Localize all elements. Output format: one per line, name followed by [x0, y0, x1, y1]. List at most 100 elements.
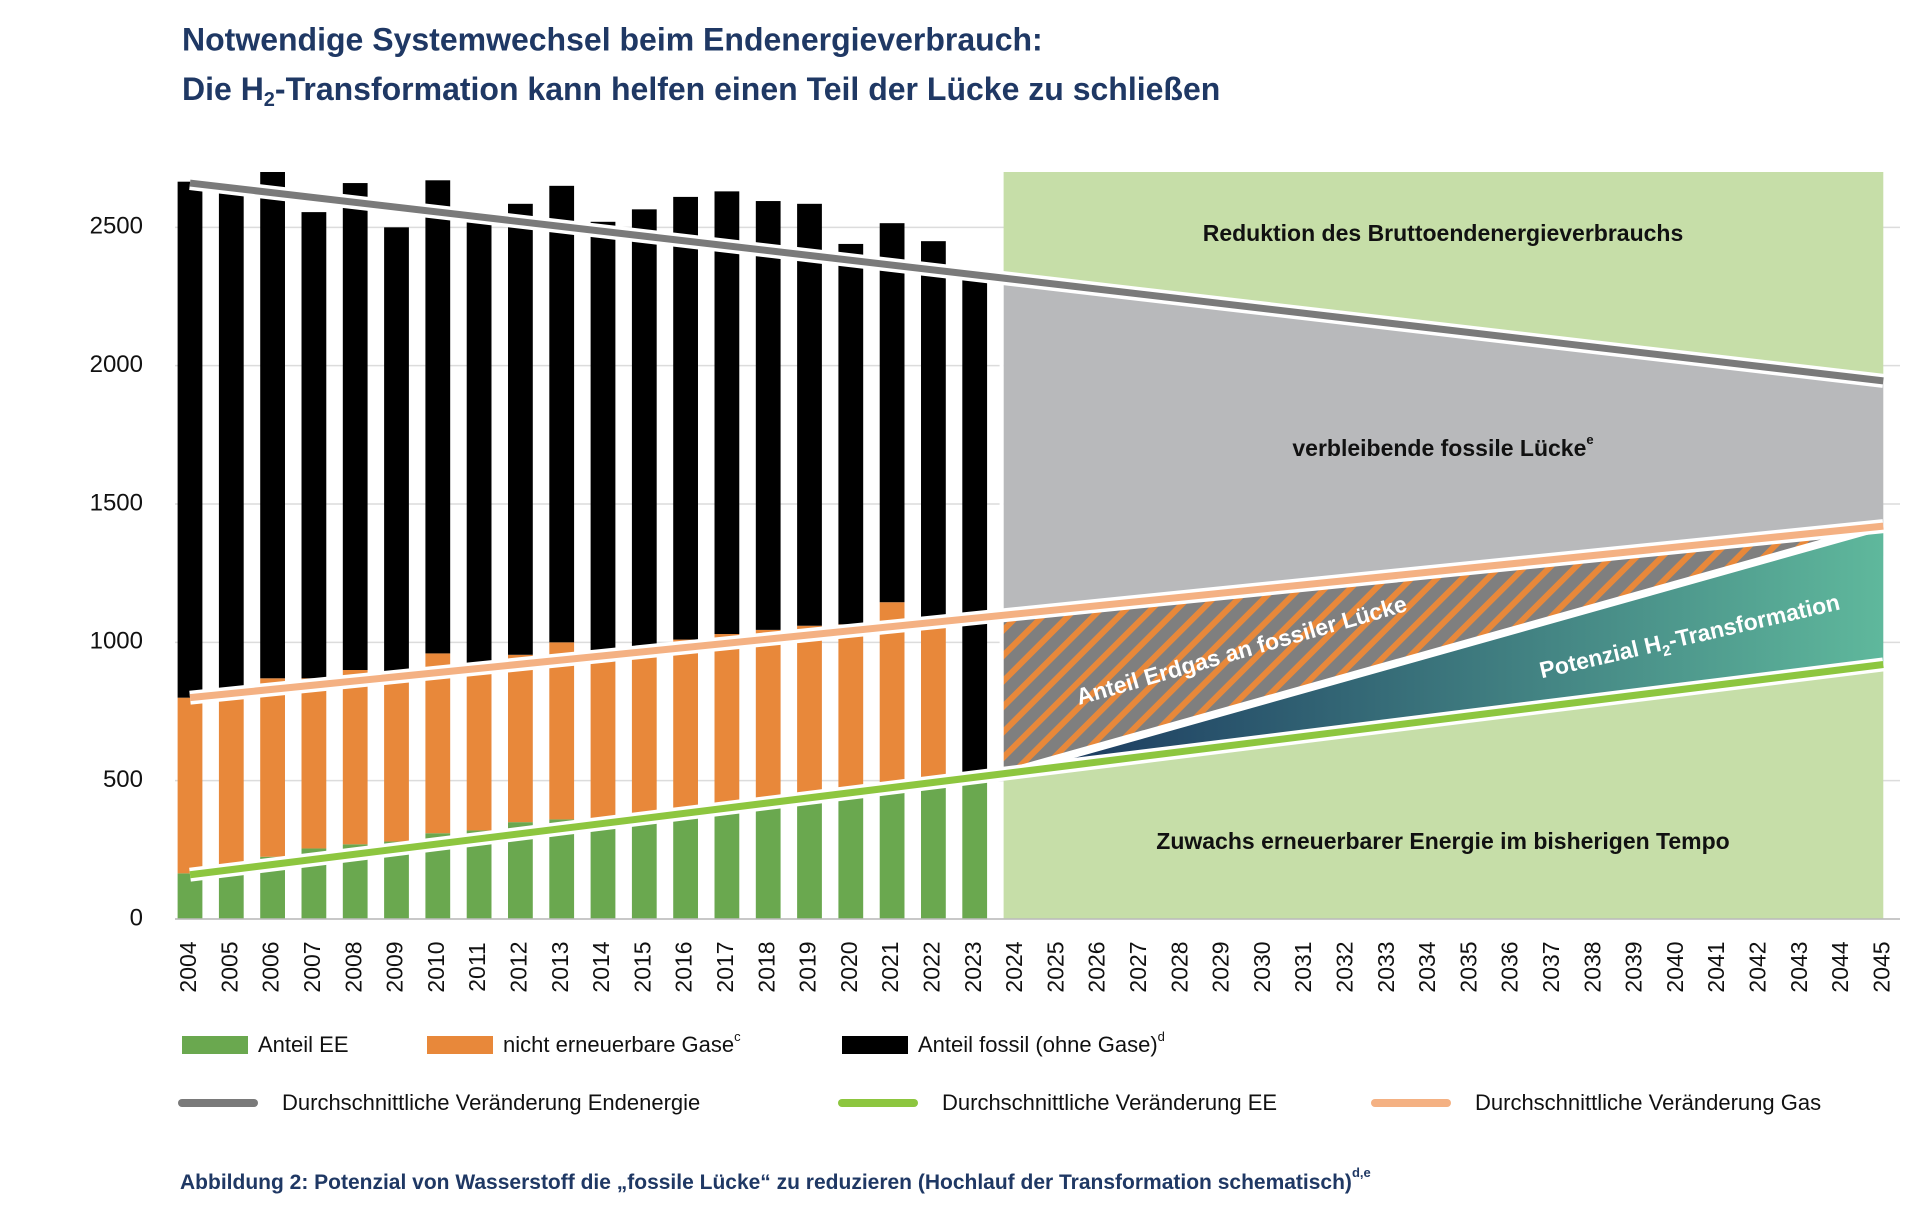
trend-line: [189, 522, 1884, 702]
x-tick-label: 2030: [1249, 941, 1275, 992]
x-tick-label: 2029: [1208, 941, 1234, 992]
legend-text: Anteil fossil (ohne Gase): [918, 1032, 1158, 1057]
bar-segment: [838, 624, 864, 792]
bar-segment: [260, 172, 285, 679]
bar-segment: [177, 181, 203, 698]
label-sup: e: [1586, 432, 1593, 447]
title-part: Die H: [182, 71, 264, 107]
bar-segment: [673, 811, 698, 919]
bar-segment: [755, 800, 781, 919]
separator: [1002, 522, 1885, 778]
x-tick-label: 2010: [423, 941, 449, 992]
renewables-area: [1003, 664, 1884, 919]
title-part: -Transformation kann helfen einen Teil d…: [275, 71, 1220, 107]
x-tick-label: 2004: [175, 941, 201, 992]
x-tick-label: 2021: [877, 941, 903, 992]
bar-segment: [590, 818, 616, 919]
area-label: verbleibende fossile Lückee: [1292, 432, 1593, 461]
x-tick-label: 2015: [629, 941, 655, 992]
x-tick-label: 2040: [1662, 941, 1688, 992]
bar-segment: [673, 639, 698, 812]
bar-segment: [838, 243, 864, 625]
bar-segment: [549, 642, 575, 820]
label-sub: 2: [1661, 642, 1673, 660]
bar-segment: [714, 805, 740, 919]
x-tick-label: 2035: [1455, 941, 1481, 992]
legend-swatch: [182, 1036, 248, 1054]
legend-label: Durchschnittliche Veränderung Gas: [1475, 1090, 1821, 1115]
bar-segment: [921, 617, 946, 781]
x-tick-label: 2028: [1166, 941, 1192, 992]
bar-segment: [714, 191, 740, 635]
y-tick-label: 1000: [90, 628, 143, 655]
x-tick-label: 2027: [1125, 941, 1151, 992]
y-tick-label: 2500: [90, 213, 143, 240]
bar-segment: [260, 678, 285, 857]
x-tick-label: 2009: [382, 941, 408, 992]
x-tick-label: 2036: [1497, 941, 1523, 992]
bar-segment: [425, 653, 451, 834]
bar-segment: [631, 650, 657, 814]
bar-segment: [838, 791, 864, 919]
bar-segment: [218, 693, 244, 866]
title-sub: 2: [264, 89, 275, 111]
x-tick-label: 2011: [464, 942, 490, 991]
legend-swatch: [842, 1036, 908, 1054]
x-tick-label: 2018: [753, 941, 779, 992]
legend-label: Durchschnittliche Veränderung Endenergie: [282, 1090, 700, 1115]
bar-segment: [673, 196, 698, 640]
y-tick-label: 1500: [90, 489, 143, 516]
bar-segment: [590, 221, 616, 662]
bar-segment: [921, 780, 946, 919]
x-tick-label: 2039: [1621, 941, 1647, 992]
bar-segment: [342, 670, 368, 845]
bar-segment: [631, 813, 657, 919]
x-tick-label: 2037: [1538, 941, 1564, 992]
bar-segment: [879, 223, 905, 603]
bar-segment: [755, 201, 781, 630]
bar-segment: [301, 212, 327, 679]
bar-segment: [384, 681, 409, 842]
x-tick-label: 2019: [795, 941, 821, 992]
bar-segment: [177, 697, 203, 874]
x-tick-label: 2022: [918, 941, 944, 992]
chart-title: Notwendige Systemwechsel beim Endenergie…: [182, 21, 1043, 57]
caption: Abbildung 2: Potenzial von Wasserstoff d…: [180, 1165, 1371, 1193]
x-tick-label: 2041: [1703, 941, 1729, 992]
x-tick-label: 2020: [836, 941, 862, 992]
bar-segment: [549, 185, 575, 643]
y-tick-label: 2000: [90, 351, 143, 378]
bar-segment: [962, 775, 988, 919]
area-label: Reduktion des Bruttoendenergieverbrauchs: [1203, 220, 1684, 246]
bar-segment: [631, 209, 657, 651]
legend-label: nicht erneuerbare Gasec: [503, 1029, 741, 1056]
legend-label: Anteil EE: [258, 1032, 349, 1057]
bar-segment: [921, 241, 946, 618]
legend-swatch: [427, 1036, 493, 1054]
bar-segment: [590, 661, 616, 819]
bar-segment: [879, 786, 905, 919]
x-tick-label: 2032: [1331, 941, 1357, 992]
x-tick-label: 2014: [588, 941, 614, 992]
x-tick-label: 2044: [1827, 941, 1853, 992]
bar-segment: [384, 227, 409, 682]
y-tick-label: 500: [103, 766, 143, 793]
legend-label: Anteil fossil (ohne Gase)d: [918, 1029, 1165, 1056]
x-tick-label: 2007: [299, 941, 325, 992]
caption-sup: d,e: [1352, 1165, 1371, 1180]
bar-segment: [797, 794, 822, 919]
x-tick-label: 2025: [1042, 941, 1068, 992]
legend-sup: c: [734, 1029, 741, 1044]
bar-segment: [425, 180, 451, 654]
x-tick-label: 2026: [1084, 941, 1110, 992]
x-tick-label: 2013: [547, 941, 573, 992]
x-tick-label: 2016: [671, 941, 697, 992]
bar-segment: [962, 277, 988, 776]
x-tick-label: 2005: [216, 941, 242, 992]
bar-segment: [177, 873, 203, 919]
legend-text: nicht erneuerbare Gase: [503, 1032, 734, 1057]
x-tick-label: 2023: [960, 941, 986, 992]
bar-segment: [797, 203, 822, 626]
bar-segment: [508, 203, 533, 655]
